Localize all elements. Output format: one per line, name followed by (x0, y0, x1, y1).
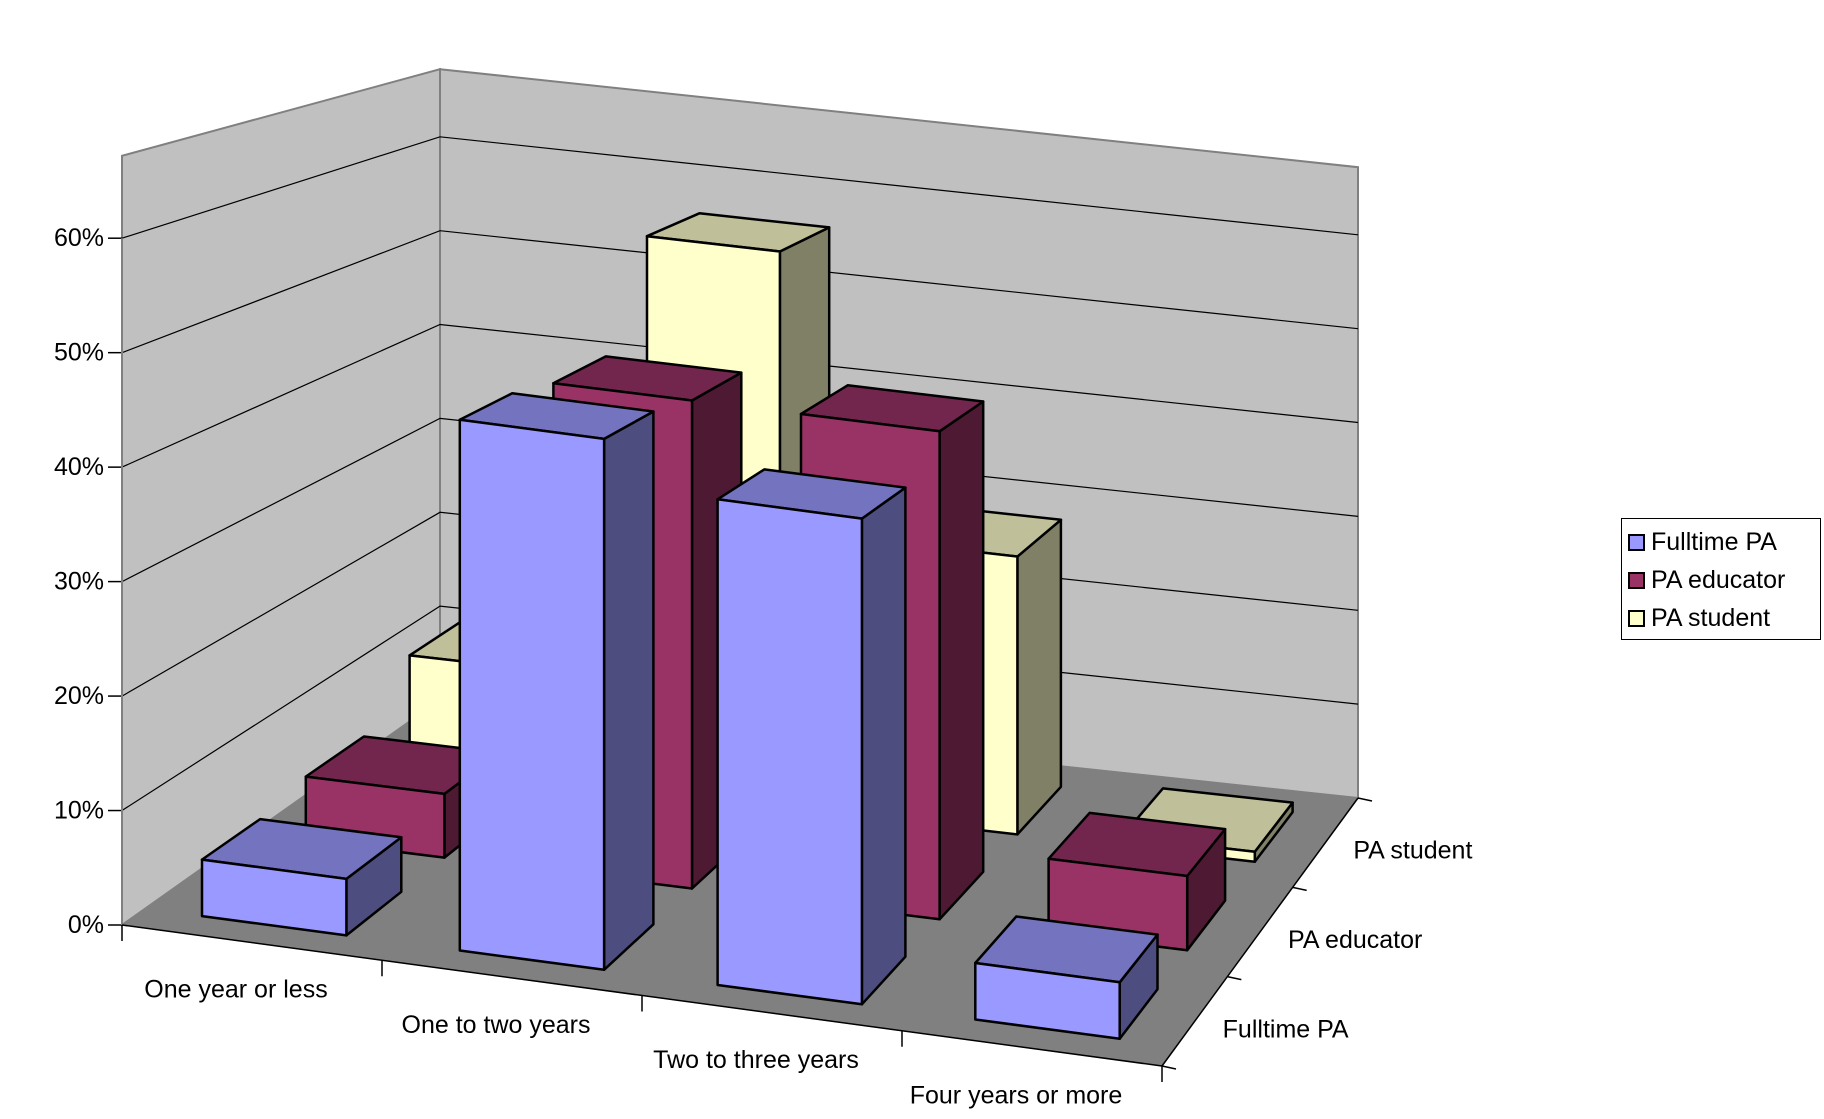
depth-tick-label: PA educator (1288, 926, 1422, 954)
chart-bars (200, 212, 1294, 1041)
legend-swatch (1628, 533, 1645, 551)
bar-fulltime-pa (974, 915, 1159, 1041)
x-tick-label: One to two years (402, 1011, 591, 1039)
depth-tick (1161, 1065, 1177, 1070)
depth-tick (1357, 797, 1373, 802)
y-tick-label: 50% (54, 339, 104, 367)
depth-tick-label: Fulltime PA (1223, 1015, 1349, 1043)
chart-axes: 0% 10% 20% 30% 40% 50% 60% One year or less One … (54, 224, 1473, 1109)
y-tick-label: 0% (68, 911, 104, 939)
gridline (121, 136, 1359, 239)
legend: Fulltime PA PA educator PA student (1621, 518, 1821, 640)
legend-label: Fulltime PA (1651, 527, 1777, 556)
bar-side-face (1016, 518, 1063, 836)
bar-fulltime-pa (716, 468, 907, 1006)
y-tick-label: 40% (54, 453, 104, 481)
x-tick-label: One year or less (144, 976, 327, 1004)
y-tick-label: 30% (54, 568, 104, 596)
depth-axis-line (1161, 797, 1359, 1067)
depth-tick (1292, 886, 1307, 892)
depth-tick (1227, 975, 1242, 981)
depth-tick-label: PA student (1353, 837, 1472, 865)
x-tick-label: Four years or more (910, 1081, 1123, 1109)
gridline (121, 230, 1359, 354)
legend-swatch (1628, 571, 1645, 589)
legend-swatch (1628, 609, 1645, 627)
legend-item-fulltime-pa: Fulltime PA (1628, 523, 1814, 561)
legend-item-pa-educator: PA educator (1628, 561, 1814, 599)
x-tick-label: Two to three years (653, 1046, 859, 1074)
bar-side-face (860, 486, 907, 1006)
gridline (121, 323, 1359, 468)
y-tick-label: 10% (54, 797, 104, 825)
legend-item-pa-student: PA student (1628, 599, 1814, 637)
legend-label: PA student (1651, 603, 1771, 632)
bar-front-face (200, 858, 348, 937)
bar-front-face (458, 418, 606, 972)
bar-fulltime-pa (458, 392, 655, 972)
bar-side-face (602, 410, 655, 972)
bar-side-face (938, 400, 985, 921)
y-tick-label: 20% (54, 682, 104, 710)
bar-fulltime-pa (200, 817, 403, 937)
y-tick-label: 60% (54, 224, 104, 252)
bar-front-face (974, 961, 1121, 1041)
gridline (121, 417, 1359, 583)
legend-label: PA educator (1651, 565, 1786, 594)
bar-front-face (716, 498, 864, 1006)
